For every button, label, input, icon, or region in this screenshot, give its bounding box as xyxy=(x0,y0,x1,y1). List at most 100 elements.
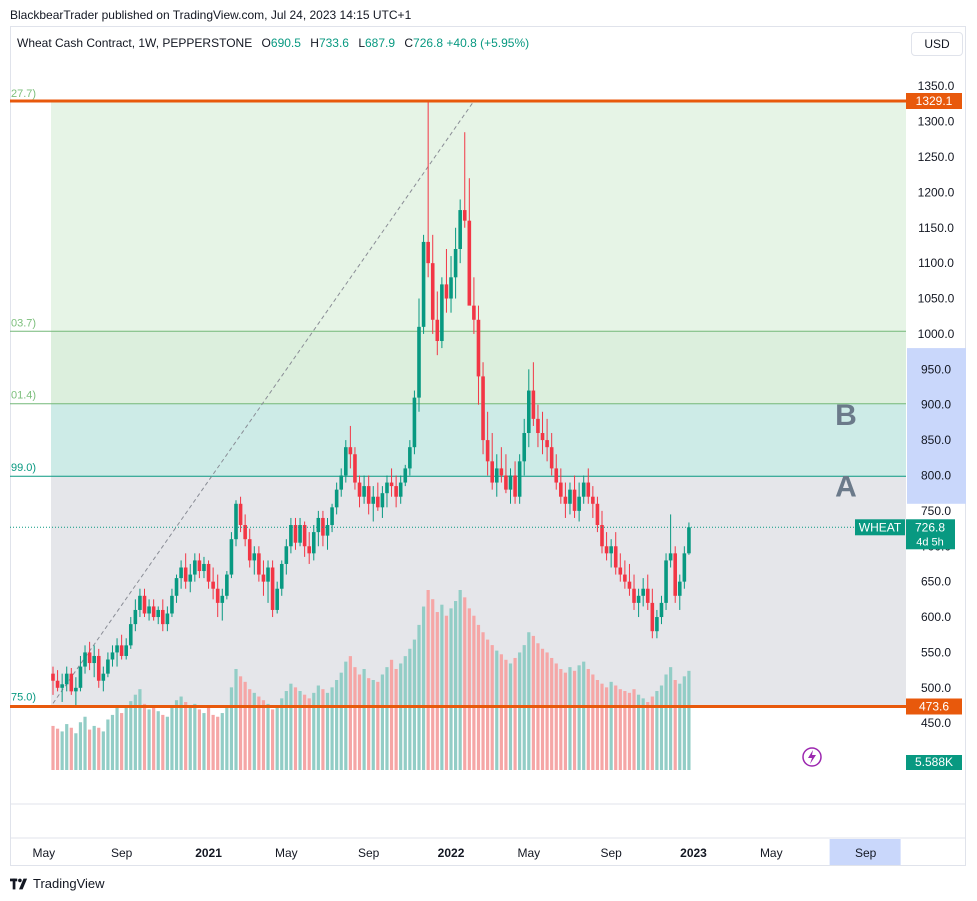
candle-body xyxy=(650,602,655,632)
candle-body xyxy=(357,482,362,497)
volume-bar xyxy=(591,674,595,770)
candle-body xyxy=(366,486,371,504)
candle-body xyxy=(572,489,577,511)
candle-body xyxy=(69,673,74,692)
candle-body xyxy=(668,553,673,561)
volume-bar xyxy=(106,719,110,770)
volume-bar xyxy=(316,685,320,770)
volume-bar xyxy=(69,727,73,770)
candle-body xyxy=(394,486,398,497)
volume-bar xyxy=(266,703,270,770)
volume-bar xyxy=(467,608,471,770)
volume-bar xyxy=(110,714,115,770)
volume-bar xyxy=(193,703,197,770)
volume-bar xyxy=(161,714,165,770)
candle-body xyxy=(421,241,426,327)
volume-bar xyxy=(174,700,179,770)
volume-bar xyxy=(284,691,288,770)
volume-bar xyxy=(325,692,330,770)
time-tick-label: 2023 xyxy=(680,846,707,860)
candle-body xyxy=(284,546,289,564)
candle-body xyxy=(554,468,559,483)
fib-level-labels: 27.7) 03.7) 01.4) 99.0) 75.0) xyxy=(11,88,36,704)
candle-body xyxy=(623,574,627,582)
candle-body xyxy=(234,503,238,540)
time-tick-label: Sep xyxy=(358,846,380,860)
candle-body xyxy=(179,567,183,579)
price-tick-label: 1350.0 xyxy=(918,79,955,93)
candle-body xyxy=(92,655,96,664)
volume-bar xyxy=(669,667,673,770)
candle-body xyxy=(293,525,298,543)
candle-body xyxy=(215,588,220,603)
time-tick-label: May xyxy=(760,846,783,860)
volume-bar xyxy=(275,705,279,770)
horizontal-line-tag xyxy=(906,93,962,109)
volume-bar xyxy=(120,713,124,770)
volume-bar xyxy=(229,687,234,770)
candle-body xyxy=(559,482,563,497)
horizontal-lines xyxy=(10,99,906,708)
volume-bar xyxy=(527,632,531,770)
candle-body xyxy=(110,652,115,660)
candle-body xyxy=(298,525,302,543)
volume-bar xyxy=(403,656,407,770)
volume-bars xyxy=(51,590,691,770)
candle-body xyxy=(270,567,275,610)
candle-body xyxy=(243,525,247,540)
volume-bar xyxy=(440,604,444,770)
volume-bar xyxy=(426,590,430,770)
candle-body xyxy=(408,447,412,469)
volume-bar xyxy=(618,689,622,770)
volume-bar xyxy=(650,696,654,770)
volume-bar xyxy=(124,707,128,770)
price-tags: 1329.1 473.6 WHEAT 726.8 4d 5h 5.588K xyxy=(802,93,962,770)
footer-brand-label: TradingView xyxy=(33,876,105,891)
candle-body xyxy=(499,468,504,476)
volume-bar xyxy=(330,687,334,770)
volume-bar xyxy=(659,685,664,770)
volume-bar xyxy=(481,632,485,770)
candle-body xyxy=(440,284,444,342)
volume-bar xyxy=(421,606,426,770)
candle-body xyxy=(348,447,353,455)
volume-bar xyxy=(51,725,55,770)
volume-bar xyxy=(65,724,69,770)
time-tick-label: May xyxy=(517,846,540,860)
price-axis: 450.0500.0550.0600.0650.0700.0750.0800.0… xyxy=(907,79,966,730)
volume-bar xyxy=(678,683,682,770)
volume-bar xyxy=(454,601,458,770)
candle-body xyxy=(74,687,78,692)
annotation-a: A xyxy=(835,471,857,504)
volume-bar xyxy=(74,733,78,770)
candle-body xyxy=(417,326,421,398)
volume-bar xyxy=(197,709,201,770)
price-tick-label: 550.0 xyxy=(921,645,951,659)
volume-bar xyxy=(632,689,636,770)
volume-bar xyxy=(431,599,435,770)
price-tick-label: 1150.0 xyxy=(918,221,954,235)
volume-bar xyxy=(577,665,581,770)
price-tick-label: 750.0 xyxy=(921,504,951,518)
candle-body xyxy=(577,496,581,511)
current-price-tag xyxy=(906,519,955,550)
volume-bar xyxy=(568,667,572,770)
volume-bar xyxy=(335,680,339,770)
time-tick-label: Sep xyxy=(111,846,133,860)
fib-level-label: 75.0) xyxy=(11,692,36,704)
volume-bar xyxy=(371,680,375,770)
candle-body xyxy=(426,241,430,264)
volume-bar xyxy=(165,716,169,770)
volume-bar xyxy=(513,657,517,770)
volume-bar xyxy=(188,705,192,770)
tradingview-logo-icon xyxy=(10,878,28,889)
candle-body xyxy=(353,454,357,483)
trend-line xyxy=(52,100,475,704)
currency-button[interactable]: USD xyxy=(911,32,963,56)
candle-body xyxy=(138,595,142,610)
candle-body xyxy=(522,433,527,462)
candle-body xyxy=(485,440,490,462)
volume-bar xyxy=(78,722,83,770)
price-tick-label: 1050.0 xyxy=(918,292,955,306)
